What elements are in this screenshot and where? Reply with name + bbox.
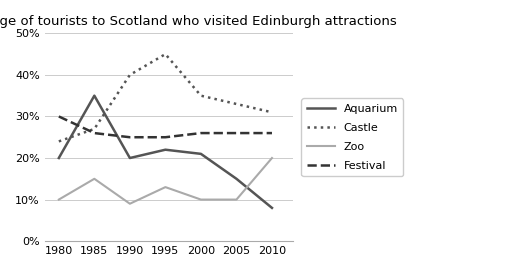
- Zoo: [91, 177, 97, 180]
- Castle: [269, 111, 275, 114]
- Line: Festival: Festival: [59, 117, 272, 137]
- Aquarium: [162, 148, 168, 151]
- Title: Percentage of tourists to Scotland who visited Edinburgh attractions: Percentage of tourists to Scotland who v…: [0, 15, 397, 28]
- Castle: [56, 140, 62, 143]
- Zoo: [127, 202, 133, 205]
- Festival: [162, 136, 168, 139]
- Castle: [162, 53, 168, 56]
- Line: Zoo: Zoo: [59, 158, 272, 204]
- Festival: [233, 131, 240, 135]
- Castle: [198, 94, 204, 97]
- Zoo: [269, 156, 275, 160]
- Zoo: [162, 185, 168, 189]
- Festival: [91, 131, 97, 135]
- Aquarium: [198, 152, 204, 156]
- Aquarium: [91, 94, 97, 97]
- Zoo: [233, 198, 240, 201]
- Festival: [56, 115, 62, 118]
- Castle: [91, 127, 97, 131]
- Aquarium: [233, 177, 240, 180]
- Line: Castle: Castle: [59, 54, 272, 141]
- Line: Aquarium: Aquarium: [59, 96, 272, 208]
- Festival: [127, 136, 133, 139]
- Castle: [233, 102, 240, 106]
- Zoo: [56, 198, 62, 201]
- Zoo: [198, 198, 204, 201]
- Legend: Aquarium, Castle, Zoo, Festival: Aquarium, Castle, Zoo, Festival: [302, 98, 403, 176]
- Aquarium: [56, 156, 62, 160]
- Aquarium: [127, 156, 133, 160]
- Festival: [198, 131, 204, 135]
- Festival: [269, 131, 275, 135]
- Aquarium: [269, 206, 275, 209]
- Castle: [127, 73, 133, 76]
